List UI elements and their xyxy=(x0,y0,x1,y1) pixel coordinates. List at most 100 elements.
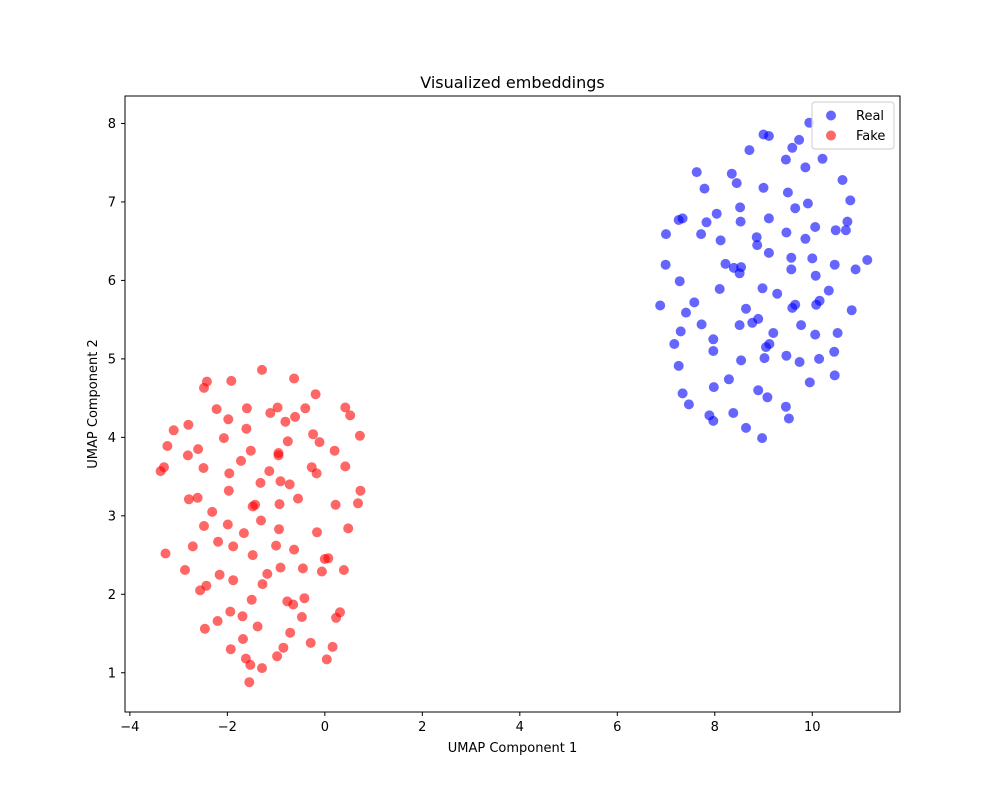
data-point-fake xyxy=(310,389,321,400)
data-point-real xyxy=(763,213,774,224)
data-point-fake xyxy=(354,430,365,441)
x-tick-label: 8 xyxy=(711,720,719,735)
data-point-real xyxy=(862,255,873,265)
data-point-real xyxy=(720,258,731,269)
data-point-fake xyxy=(236,455,246,466)
data-point-real xyxy=(829,370,840,381)
data-point-real xyxy=(669,339,680,349)
data-point-real xyxy=(781,227,792,238)
data-point-fake xyxy=(296,612,307,622)
x-tick-label: 0 xyxy=(321,720,329,735)
data-point-real xyxy=(655,300,666,311)
data-point-real xyxy=(842,216,853,227)
legend-marker-fake xyxy=(826,130,836,141)
data-point-real xyxy=(758,182,769,193)
data-point-real xyxy=(781,350,792,361)
data-point-fake xyxy=(329,445,340,456)
y-tick-label: 8 xyxy=(108,117,116,132)
data-point-real xyxy=(832,328,843,338)
data-point-fake xyxy=(305,637,316,648)
y-tick-label: 6 xyxy=(108,274,116,289)
data-point-fake xyxy=(247,550,258,561)
data-point-real xyxy=(794,134,805,145)
data-point-fake xyxy=(262,568,273,579)
data-point-real xyxy=(741,422,751,433)
data-point-fake xyxy=(225,644,236,655)
data-point-fake xyxy=(345,410,356,421)
y-axis-ticks: 1 2 3 4 5 6 7 8 xyxy=(108,117,125,681)
data-point-real xyxy=(780,154,791,165)
data-point-fake xyxy=(162,441,173,451)
data-point-fake xyxy=(195,585,206,596)
x-tick-label: 6 xyxy=(613,720,621,735)
data-point-real xyxy=(794,357,805,367)
x-axis-ticks: −4 −2 0 2 4 6 8 10 xyxy=(120,712,821,735)
data-point-real xyxy=(846,305,857,316)
data-point-real xyxy=(802,198,813,209)
data-point-fake xyxy=(238,528,249,539)
data-point-real xyxy=(660,259,671,270)
data-point-fake xyxy=(207,506,218,517)
data-point-real xyxy=(714,284,725,294)
data-point-fake xyxy=(226,375,237,386)
data-point-fake xyxy=(228,541,239,552)
legend: Real Fake xyxy=(811,101,895,150)
x-axis-label: UMAP Component 1 xyxy=(448,741,577,756)
data-point-real xyxy=(850,264,861,275)
data-point-fake xyxy=(340,461,351,472)
data-point-fake xyxy=(183,494,194,505)
data-point-fake xyxy=(199,521,209,531)
data-point-fake xyxy=(212,616,223,626)
data-point-fake xyxy=(264,466,275,477)
data-point-fake xyxy=(314,437,325,448)
data-point-real xyxy=(708,415,719,426)
data-point-real xyxy=(840,225,851,236)
data-point-fake xyxy=(343,523,354,534)
data-point-fake xyxy=(290,411,301,422)
data-point-real xyxy=(829,346,840,357)
data-point-real xyxy=(800,233,811,244)
data-point-fake xyxy=(321,654,332,665)
data-point-fake xyxy=(340,402,351,413)
data-point-real xyxy=(762,392,773,403)
data-point-fake xyxy=(272,402,283,413)
data-point-real xyxy=(804,377,815,388)
data-point-fake xyxy=(223,414,234,425)
data-point-real xyxy=(796,320,807,331)
data-point-fake xyxy=(275,476,286,487)
data-point-fake xyxy=(213,536,224,547)
data-point-fake xyxy=(280,416,291,427)
data-point-real xyxy=(708,382,719,393)
data-point-real xyxy=(807,253,818,264)
data-point-fake xyxy=(330,499,341,510)
data-point-fake xyxy=(297,563,308,574)
data-point-fake xyxy=(289,544,300,555)
data-point-fake xyxy=(272,651,283,662)
data-point-real xyxy=(735,216,746,227)
data-point-fake xyxy=(311,468,322,479)
data-point-fake xyxy=(316,566,327,577)
data-point-real xyxy=(786,252,797,263)
data-point-fake xyxy=(252,621,263,632)
x-tick-label: 10 xyxy=(804,720,821,735)
data-point-real xyxy=(757,433,768,444)
data-point-real xyxy=(674,276,685,287)
data-point-fake xyxy=(289,373,300,384)
data-point-fake xyxy=(282,436,293,447)
data-point-fake xyxy=(257,579,268,590)
data-point-fake xyxy=(222,519,233,530)
data-point-real xyxy=(726,168,737,179)
data-point-fake xyxy=(211,404,222,415)
data-point-fake xyxy=(241,403,252,414)
data-point-fake xyxy=(284,479,295,490)
data-point-real xyxy=(790,203,801,214)
data-point-fake xyxy=(225,606,236,617)
legend-label-fake: Fake xyxy=(856,129,885,144)
data-point-fake xyxy=(257,364,267,375)
data-point-fake xyxy=(199,623,210,634)
data-point-fake xyxy=(285,627,296,638)
data-point-fake xyxy=(327,641,338,652)
data-point-real xyxy=(830,225,841,236)
